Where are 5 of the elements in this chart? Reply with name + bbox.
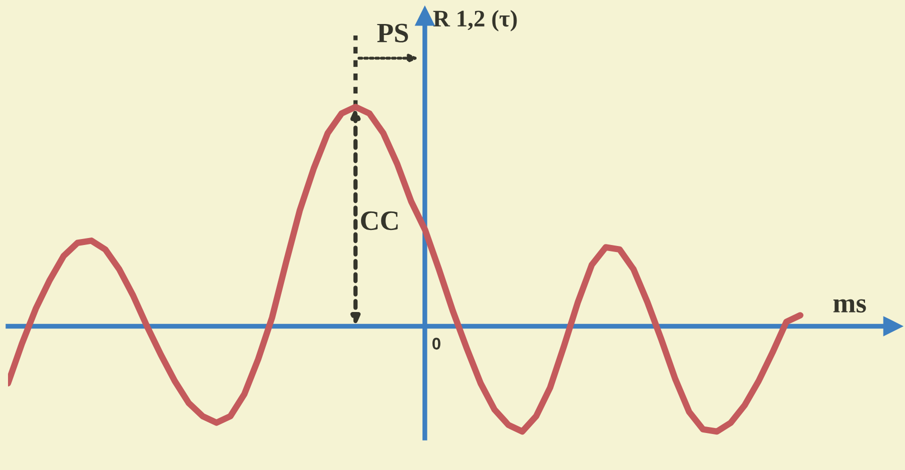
x-axis-title: ms (833, 299, 866, 313)
y-axis-title: R 1,2 (τ) (433, 10, 517, 32)
annotation: 0 (432, 338, 440, 350)
text: PS (377, 24, 408, 42)
annotation: CC (361, 211, 398, 230)
